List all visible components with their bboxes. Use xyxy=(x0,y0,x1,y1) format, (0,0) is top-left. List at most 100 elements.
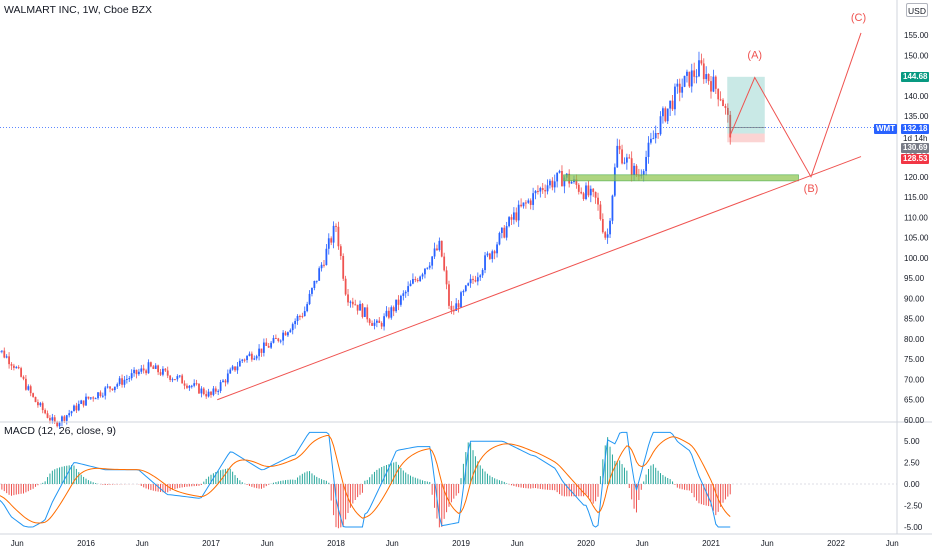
candle-body xyxy=(111,388,114,391)
candle-body xyxy=(467,283,470,286)
candle-body xyxy=(698,60,700,77)
candle-body xyxy=(666,108,669,122)
candle-body xyxy=(214,388,217,392)
candle-body xyxy=(397,299,400,305)
time-tick-label: Jun xyxy=(386,539,399,548)
candle-body xyxy=(472,278,474,281)
candle-body xyxy=(606,234,609,238)
candle-body xyxy=(217,390,220,392)
candle-body xyxy=(258,348,260,357)
candle-body xyxy=(145,370,147,374)
candle-body xyxy=(80,400,83,404)
candle-body xyxy=(726,107,729,115)
candle-body xyxy=(246,355,248,361)
candle-body xyxy=(97,392,99,399)
candle-body xyxy=(289,330,292,333)
candle-body xyxy=(123,379,126,385)
candle-body xyxy=(681,86,684,93)
price-tick-label: 60.00 xyxy=(904,416,925,425)
macd-tick-label: -5.00 xyxy=(904,523,923,532)
candle-body xyxy=(65,415,68,421)
candle-body xyxy=(231,366,234,370)
candle-body xyxy=(61,416,63,423)
candle-body xyxy=(683,75,686,87)
candle-body xyxy=(426,267,429,269)
candle-body xyxy=(416,279,419,282)
candle-body xyxy=(53,417,56,422)
candle-body xyxy=(500,227,503,234)
candle-body xyxy=(400,295,402,305)
candle-body xyxy=(236,366,239,371)
time-tick-label: 2021 xyxy=(702,539,720,548)
drawing-overlays: (A) (B) (C) xyxy=(0,12,897,401)
candle-body xyxy=(56,421,59,427)
candle-body xyxy=(633,165,635,176)
candle-body xyxy=(207,391,210,397)
candle-body xyxy=(205,394,208,397)
candle-body xyxy=(652,138,655,140)
candle-body xyxy=(621,149,623,164)
candle-body xyxy=(724,106,727,108)
candle-body xyxy=(366,307,369,320)
price-candles xyxy=(0,51,732,429)
candle-body xyxy=(159,372,162,375)
candle-body xyxy=(277,338,280,341)
candle-body xyxy=(94,398,97,400)
candle-body xyxy=(378,320,381,323)
currency-button[interactable]: USD xyxy=(906,3,928,17)
candle-body xyxy=(496,244,498,254)
candle-body xyxy=(476,277,479,282)
candle-body xyxy=(488,253,491,259)
candle-body xyxy=(311,287,313,294)
price-tick-label: 105.00 xyxy=(904,234,929,243)
candle-body xyxy=(294,321,297,325)
candle-body xyxy=(642,171,645,175)
candle-body xyxy=(299,315,301,317)
candle-body xyxy=(597,197,599,205)
candle-body xyxy=(20,368,22,377)
candle-body xyxy=(457,303,460,308)
price-tick-label: 90.00 xyxy=(904,294,925,303)
time-tick-label: Jun xyxy=(886,539,899,548)
candle-body xyxy=(662,108,664,117)
candle-body xyxy=(166,370,169,376)
price-tick-label: 80.00 xyxy=(904,335,925,344)
candle-body xyxy=(424,268,426,275)
candle-body xyxy=(41,403,44,411)
candle-body xyxy=(178,375,181,377)
candle-body xyxy=(510,217,513,220)
candle-body xyxy=(582,193,585,200)
candle-body xyxy=(250,353,253,360)
candle-body xyxy=(587,185,590,196)
candle-body xyxy=(101,395,104,397)
candle-body xyxy=(118,378,121,385)
candle-body xyxy=(140,368,143,372)
candle-body xyxy=(320,264,323,269)
entry-price-tag: 130.69 xyxy=(901,143,930,153)
candle-body xyxy=(445,270,448,285)
candle-body xyxy=(128,378,131,380)
candle-body xyxy=(323,264,325,266)
candle-body xyxy=(339,246,342,256)
wave-label-b: (B) xyxy=(804,183,819,195)
candle-body xyxy=(385,310,388,317)
candle-body xyxy=(664,108,667,122)
candle-body xyxy=(556,172,559,182)
candle-body xyxy=(520,204,522,207)
candle-body xyxy=(351,301,354,305)
signal-line xyxy=(0,434,731,524)
candle-body xyxy=(409,283,412,287)
candle-body xyxy=(200,388,203,394)
candle-body xyxy=(212,388,215,395)
wave-label-a: (A) xyxy=(747,50,762,62)
candle-body xyxy=(354,304,357,306)
candle-body xyxy=(193,383,196,386)
candle-body xyxy=(717,88,720,100)
candle-body xyxy=(712,76,715,92)
candle-body xyxy=(537,190,539,192)
candle-body xyxy=(262,342,265,353)
time-tick-label: Jun xyxy=(761,539,774,548)
candle-body xyxy=(383,316,385,327)
candle-body xyxy=(541,188,544,191)
